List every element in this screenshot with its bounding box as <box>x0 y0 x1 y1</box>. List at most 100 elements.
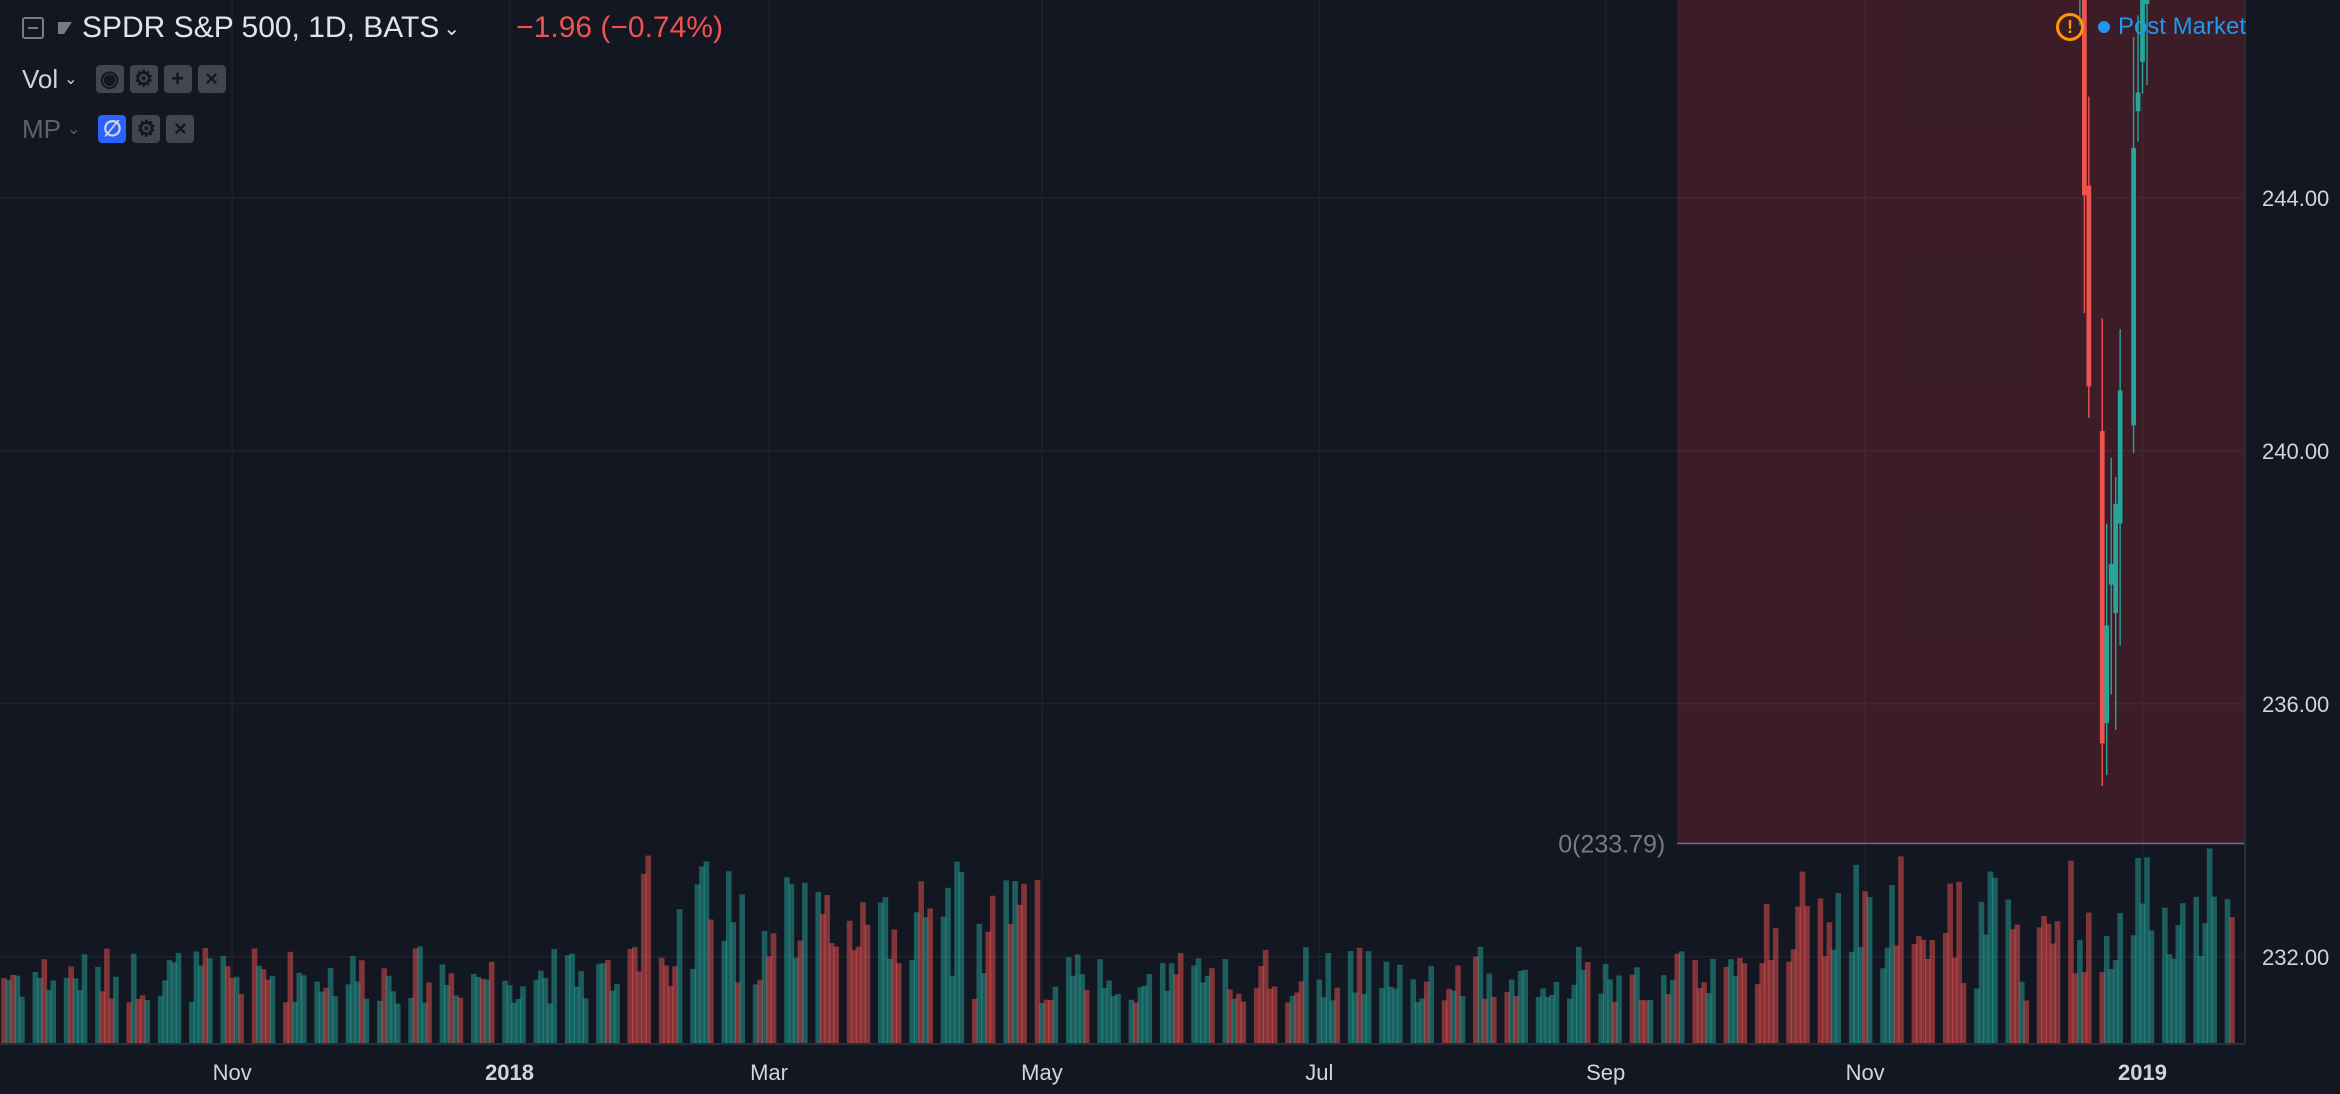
post-market-indicator[interactable]: ! Post Market <box>2055 10 2246 44</box>
volume-bar <box>502 980 508 1044</box>
volume-bar <box>824 895 831 1044</box>
volume-bar <box>1490 996 1497 1044</box>
volume-bar <box>1101 987 1108 1044</box>
time-tick-label: 2018 <box>485 1060 534 1085</box>
volume-bar <box>1070 975 1077 1044</box>
volume-bar <box>1227 989 1233 1044</box>
volume-bar <box>2068 860 2074 1044</box>
volume-bar <box>632 946 638 1044</box>
collapse-icon[interactable] <box>22 17 44 39</box>
volume-bar <box>2117 913 2123 1044</box>
volume-bar <box>895 963 902 1044</box>
volume-bar <box>1893 945 1900 1044</box>
volume-bar <box>36 978 43 1044</box>
volume-bar <box>538 970 544 1044</box>
chevron-down-icon[interactable]: ⌄ <box>443 17 461 40</box>
volume-bar <box>1602 963 1609 1044</box>
chevron-down-icon[interactable]: ⌄ <box>67 121 81 138</box>
volume-bar <box>287 951 294 1044</box>
volume-bar <box>752 984 759 1044</box>
volume-bar <box>1459 996 1466 1044</box>
volume-bar <box>1920 939 1927 1044</box>
volume-bar <box>198 965 204 1044</box>
volume-bar <box>283 1002 289 1044</box>
volume-bar <box>1598 993 1604 1044</box>
close-icon[interactable]: × <box>197 65 226 93</box>
flag-icon[interactable] <box>58 22 72 34</box>
volume-bar <box>1392 988 1399 1044</box>
volume-bar <box>989 895 996 1044</box>
volume-bar <box>2018 981 2025 1044</box>
volume-bar <box>1003 880 1009 1044</box>
volume-bar <box>614 984 620 1044</box>
chevron-down-icon[interactable]: ⌄ <box>64 71 78 88</box>
indicator-name[interactable]: MP <box>22 113 61 144</box>
volume-bar <box>108 998 115 1044</box>
indicator-mp: MP ⌄ ∅ ⚙ × <box>22 112 200 146</box>
warning-icon[interactable]: ! <box>2055 13 2084 41</box>
volume-bar <box>569 953 575 1044</box>
volume-bar <box>2112 960 2119 1044</box>
volume-bar <box>690 968 696 1044</box>
close-icon[interactable]: × <box>166 115 195 143</box>
volume-bar <box>1705 993 1712 1044</box>
volume-bar <box>1857 947 1864 1044</box>
price-tick-label: 236.00 <box>2262 692 2329 717</box>
volume-bar <box>766 956 772 1044</box>
volume-bar <box>573 986 580 1044</box>
candle-body <box>2108 563 2114 585</box>
volume-bar <box>1137 987 1144 1044</box>
volume-bar <box>354 981 361 1044</box>
time-tick-label: Mar <box>750 1060 788 1085</box>
volume-bar <box>50 980 57 1044</box>
volume-bar <box>2229 917 2235 1044</box>
volume-bar <box>363 998 370 1044</box>
volume-bar <box>1159 963 1166 1044</box>
indicator-name[interactable]: Vol <box>22 63 59 94</box>
volume-bar <box>1388 986 1394 1044</box>
gear-icon[interactable]: ⚙ <box>129 65 158 93</box>
volume-bar <box>1880 968 1886 1044</box>
volume-bar <box>1383 961 1390 1044</box>
volume-bar <box>958 871 965 1044</box>
volume-bar <box>421 1002 428 1044</box>
volume-bar <box>1607 979 1613 1044</box>
volume-bar <box>376 1000 383 1044</box>
volume-bar <box>2099 972 2106 1044</box>
volume-bar <box>166 960 173 1044</box>
volume-bar <box>2054 921 2061 1044</box>
volume-bar <box>104 948 110 1044</box>
volume-bar <box>1710 958 1716 1044</box>
volume-bar <box>323 987 329 1044</box>
volume-bar <box>77 990 83 1044</box>
volume-bar <box>582 998 589 1044</box>
volume-bar <box>1177 952 1184 1044</box>
eye-slash-icon[interactable]: ∅ <box>98 115 127 143</box>
volume-bar <box>667 986 674 1044</box>
volume-bar <box>41 959 48 1044</box>
volume-bar <box>327 968 334 1044</box>
volume-bar <box>1231 998 1238 1044</box>
volume-bar <box>721 940 728 1044</box>
volume-bar <box>412 948 419 1044</box>
fibonacci-labels: 1(294.14)0.786(281.23)0.618(271.09)0.5(2… <box>1558 831 1665 859</box>
symbol-title[interactable]: SPDR S&P 500, 1D, BATS <box>82 11 440 44</box>
fib-level-label: 0(233.79) <box>1558 831 1665 859</box>
volume-bar <box>793 957 799 1044</box>
volume-bar <box>2050 943 2056 1044</box>
volume-bar <box>32 971 39 1044</box>
volume-bar <box>229 978 235 1044</box>
volume-bar <box>551 949 558 1044</box>
volume-bar <box>913 912 920 1044</box>
volume-bar <box>1799 871 1806 1044</box>
volume-bar <box>1522 969 1528 1044</box>
plus-icon[interactable]: + <box>163 65 192 93</box>
volume-bar <box>1911 944 1918 1044</box>
volume-bar <box>699 866 705 1044</box>
eye-icon[interactable]: ◉ <box>95 65 124 93</box>
gear-icon[interactable]: ⚙ <box>132 115 161 143</box>
volume-bar <box>426 982 432 1044</box>
volume-bar <box>2072 973 2079 1044</box>
volume-bar <box>1352 992 1358 1044</box>
